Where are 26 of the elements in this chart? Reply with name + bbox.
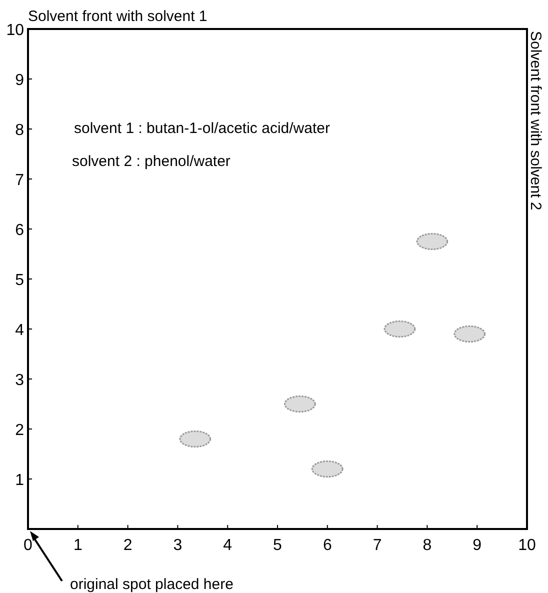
chart-title: Solvent front with solvent 1 (28, 8, 208, 25)
y-tick-label: 3 (15, 372, 24, 389)
x-tick-label: 9 (472, 537, 482, 554)
x-tick-label: 5 (273, 537, 282, 554)
x-tick-label: 1 (73, 537, 82, 554)
text: original spot placed here (70, 576, 234, 593)
y2-axis-title: Solvent front with solvent 2 (527, 31, 544, 210)
y-tick-label: 9 (15, 72, 24, 89)
x-tick-label: 6 (322, 537, 332, 554)
y-tick-label: 7 (15, 172, 24, 189)
x-tick-label: 4 (223, 537, 232, 554)
x-tick-label: 3 (173, 537, 182, 554)
y-tick-label: 10 (6, 22, 24, 39)
annotation: solvent 2 : phenol/water (72, 153, 230, 170)
y-tick-label: 4 (15, 322, 24, 339)
x-tick-label: 7 (372, 537, 382, 554)
x-tick-label: 10 (518, 537, 536, 554)
annotation: solvent 1 : butan-1-ol/acetic acid/water (74, 120, 330, 137)
y-tick-label: 2 (15, 422, 24, 439)
x-tick-label: 8 (422, 537, 432, 554)
y-tick-label: 1 (15, 472, 24, 489)
y-tick-label: 5 (15, 272, 24, 289)
y-tick-label: 8 (15, 122, 24, 139)
x-tick-label: 0 (24, 537, 33, 554)
x-tick-label: 2 (123, 537, 132, 554)
y-tick-label: 6 (15, 222, 24, 239)
